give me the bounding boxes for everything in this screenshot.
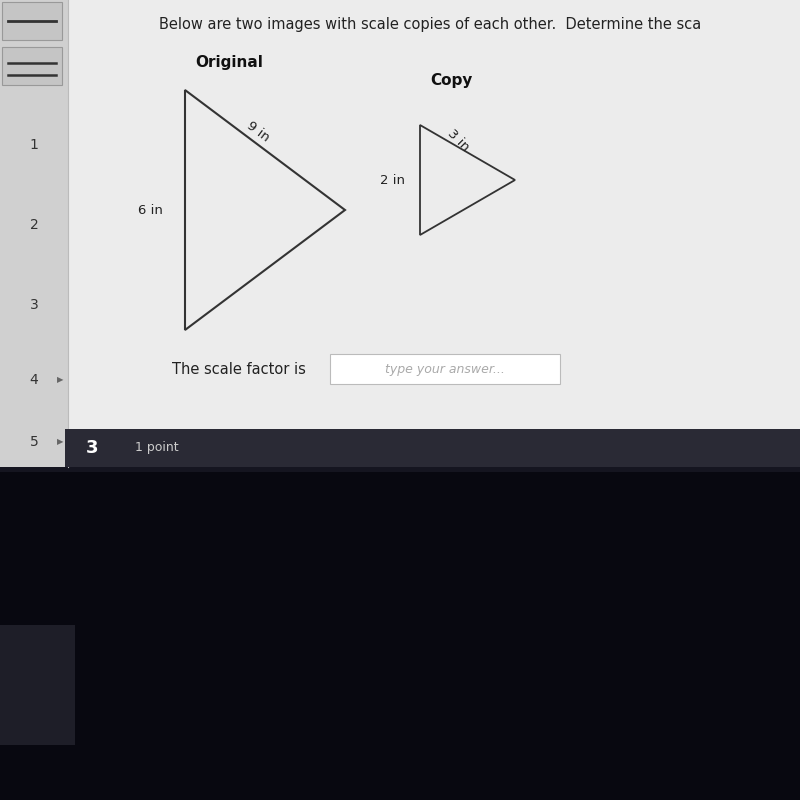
Text: 3 in: 3 in [445,126,471,154]
Bar [330,354,560,384]
Text: Copy: Copy [430,73,472,87]
Text: 2: 2 [30,218,38,232]
Bar [0,470,800,800]
Text: Below are two images with scale copies of each other.  Determine the sca: Below are two images with scale copies o… [159,18,701,33]
Bar [0,625,75,745]
Text: ▶: ▶ [57,438,63,446]
Text: 3: 3 [30,298,38,312]
Text: ▶: ▶ [57,375,63,385]
Text: Original: Original [195,54,263,70]
Text: 1: 1 [30,138,38,152]
Text: 6 in: 6 in [138,203,163,217]
Bar [65,429,120,467]
Text: The scale factor is: The scale factor is [172,362,306,378]
Bar [0,0,68,467]
Bar [0,0,800,467]
Bar [0,467,800,472]
Text: 3: 3 [86,439,98,457]
Text: 4: 4 [30,373,38,387]
Text: 2 in: 2 in [380,174,405,186]
Text: 9 in: 9 in [244,119,272,145]
Text: type your answer...: type your answer... [385,362,505,375]
Text: 1 point: 1 point [135,442,178,454]
Bar [2,47,62,85]
Bar [65,429,800,467]
Text: 5: 5 [30,435,38,449]
Bar [2,2,62,40]
